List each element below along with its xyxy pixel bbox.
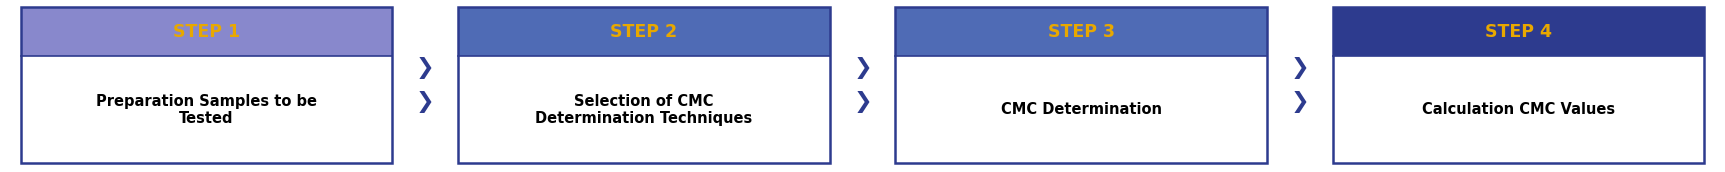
Text: Selection of CMC
Determination Techniques: Selection of CMC Determination Technique… <box>535 94 752 126</box>
Text: CMC Determination: CMC Determination <box>1000 102 1161 117</box>
Bar <box>895 56 1266 163</box>
Bar <box>1332 56 1704 163</box>
Bar <box>459 7 830 163</box>
Bar <box>21 7 393 56</box>
Bar <box>459 7 830 56</box>
Text: STEP 1: STEP 1 <box>172 23 240 41</box>
Text: ❯: ❯ <box>416 57 435 79</box>
Text: ❯: ❯ <box>1290 57 1309 79</box>
Text: STEP 4: STEP 4 <box>1485 23 1552 41</box>
Text: Calculation CMC Values: Calculation CMC Values <box>1421 102 1615 117</box>
Bar <box>1332 7 1704 56</box>
Bar <box>21 56 393 163</box>
Bar <box>895 7 1266 56</box>
Text: STEP 2: STEP 2 <box>611 23 678 41</box>
Text: ❯: ❯ <box>416 91 435 113</box>
Text: ❯: ❯ <box>854 91 871 113</box>
Text: ❯: ❯ <box>1290 91 1309 113</box>
Text: STEP 3: STEP 3 <box>1047 23 1114 41</box>
Text: ❯: ❯ <box>854 57 871 79</box>
Bar <box>21 7 393 163</box>
Bar <box>895 7 1266 163</box>
Bar <box>459 56 830 163</box>
Bar <box>1332 7 1704 163</box>
Text: Preparation Samples to be
Tested: Preparation Samples to be Tested <box>97 94 317 126</box>
